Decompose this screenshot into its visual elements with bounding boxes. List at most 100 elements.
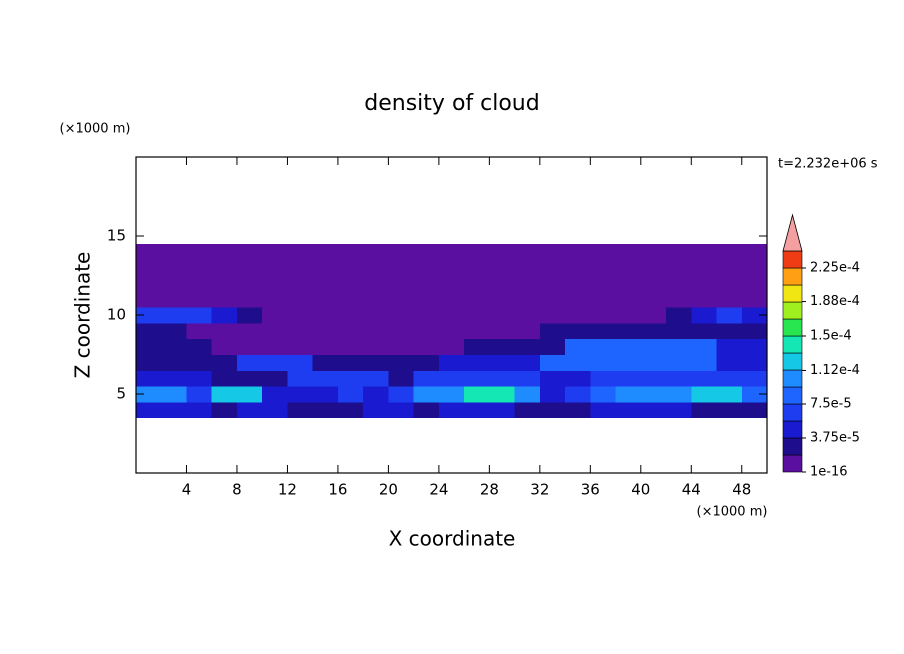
contour-cell <box>312 275 339 292</box>
x-tick-label: 40 <box>631 481 650 499</box>
contour-cell <box>161 322 187 340</box>
contour-cell <box>136 259 162 276</box>
contour-cell <box>413 275 440 292</box>
contour-cell <box>615 338 642 355</box>
contour-cell <box>489 291 516 308</box>
x-tick-label: 48 <box>732 481 751 499</box>
contour-cell <box>438 370 465 387</box>
contour-cell <box>590 259 617 276</box>
contour-cell <box>640 243 667 261</box>
colorbar-band <box>782 335 803 354</box>
contour-cell <box>640 370 667 387</box>
contour-cell <box>716 275 743 292</box>
contour-cell <box>489 386 516 403</box>
contour-cell <box>514 338 541 355</box>
contour-cell <box>236 322 263 340</box>
contour-cell <box>388 338 415 355</box>
contour-cell <box>691 354 718 371</box>
contour-cell <box>337 275 364 292</box>
contour-cell <box>565 354 591 371</box>
contour-cell <box>741 401 768 419</box>
contour-cell <box>211 307 238 324</box>
contour-cell <box>413 322 440 340</box>
contour-cell <box>640 338 667 355</box>
contour-cell <box>161 243 187 261</box>
x-tick-label: 24 <box>429 481 448 499</box>
contour-cell <box>539 291 566 308</box>
contour-cell <box>590 401 617 419</box>
contour-cell <box>464 386 490 403</box>
contour-cell <box>640 275 667 292</box>
contour-cell <box>539 307 566 324</box>
contour-cell <box>388 243 415 261</box>
contour-cell <box>640 322 667 340</box>
contour-cell <box>464 354 490 371</box>
contour-cell <box>489 243 516 261</box>
contour-cell <box>337 243 364 261</box>
contour-cell <box>539 338 566 355</box>
contour-cell <box>287 338 314 355</box>
colorbar-band <box>782 420 803 439</box>
contour-cell <box>287 243 314 261</box>
contour-cell <box>413 401 440 419</box>
contour-cell <box>615 401 642 419</box>
colorbar-tick-label: 1.88e-4 <box>810 294 860 309</box>
contour-cell <box>514 370 541 387</box>
contour-cell <box>413 354 440 371</box>
contour-cell <box>413 370 440 387</box>
contour-cell <box>666 322 692 340</box>
contour-cell <box>716 307 743 324</box>
contour-cell <box>236 307 263 324</box>
contour-cell <box>741 386 768 403</box>
contour-cell <box>363 401 389 419</box>
contour-cell <box>236 338 263 355</box>
contour-cell <box>514 307 541 324</box>
contour-cell <box>236 275 263 292</box>
contour-cell <box>666 259 692 276</box>
colorbar-tick-label: 1e-16 <box>810 465 848 480</box>
contour-cell <box>262 307 288 324</box>
contour-cell <box>388 291 415 308</box>
contour-cell <box>337 401 364 419</box>
contour-cell <box>363 243 389 261</box>
contour-cell <box>590 307 617 324</box>
contour-cell <box>312 370 339 387</box>
contour-cell <box>236 291 263 308</box>
contour-cell <box>413 243 440 261</box>
x-tick-label: 16 <box>328 481 347 499</box>
contour-cell <box>489 275 516 292</box>
contour-cell <box>539 275 566 292</box>
colorbar-tick-label: 1.5e-4 <box>810 329 852 344</box>
contour-cell <box>388 401 415 419</box>
contour-cell <box>211 370 238 387</box>
contour-cell <box>438 322 465 340</box>
contour-cell <box>413 338 440 355</box>
contour-cell <box>413 291 440 308</box>
contour-cell <box>438 354 465 371</box>
contour-cell <box>666 338 692 355</box>
colorbar-band <box>782 250 803 269</box>
contour-cell <box>565 259 591 276</box>
contour-cell <box>337 338 364 355</box>
contour-cell <box>464 370 490 387</box>
contour-cell <box>615 354 642 371</box>
contour-cell <box>136 322 162 340</box>
contour-cell <box>161 338 187 355</box>
contour-cell <box>565 243 591 261</box>
contour-cell <box>565 370 591 387</box>
contour-cell <box>691 275 718 292</box>
contour-cell <box>464 291 490 308</box>
contour-cell <box>363 370 389 387</box>
contour-cell <box>413 386 440 403</box>
contour-cell <box>236 401 263 419</box>
contour-cell <box>741 243 768 261</box>
contour-cell <box>691 322 718 340</box>
contour-cell <box>438 401 465 419</box>
colorbar-extend <box>782 213 803 252</box>
contour-cell <box>666 354 692 371</box>
contour-cell <box>615 386 642 403</box>
contour-cell <box>312 307 339 324</box>
contour-cell <box>262 322 288 340</box>
contour-cell <box>186 307 213 324</box>
contour-cell <box>514 354 541 371</box>
